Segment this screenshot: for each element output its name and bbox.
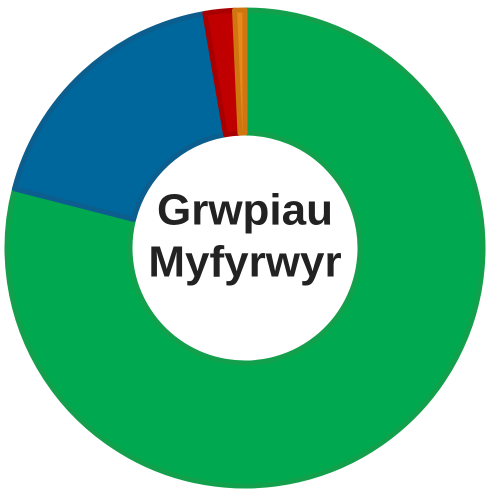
donut-slice <box>11 10 229 222</box>
center-title-line: Grwpiau <box>157 186 333 235</box>
donut-slice <box>232 7 248 136</box>
center-title-line: Myfyrwyr <box>148 238 341 287</box>
donut-slice <box>4 7 486 489</box>
slices <box>4 7 486 489</box>
